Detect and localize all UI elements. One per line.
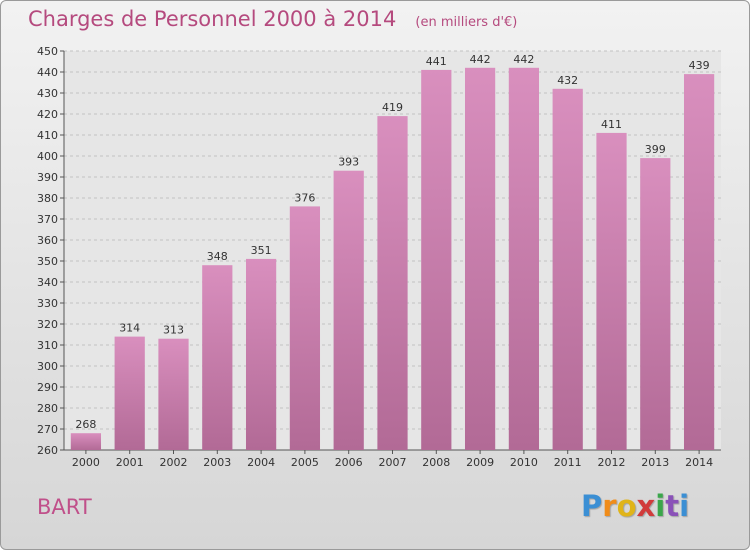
bar [552, 88, 583, 451]
y-tick-label: 400 [37, 150, 58, 163]
chart-subtitle: (en milliers d'€) [415, 15, 518, 30]
y-tick-label: 310 [37, 339, 58, 352]
y-tick-label: 410 [37, 129, 58, 142]
x-tick-label: 2010 [510, 456, 538, 469]
value-label: 393 [338, 156, 359, 169]
value-label: 314 [119, 322, 140, 335]
bar [377, 116, 408, 450]
y-tick-label: 350 [37, 255, 58, 268]
bar [508, 67, 540, 451]
value-label: 419 [382, 101, 403, 114]
bar [640, 158, 671, 450]
value-label: 313 [163, 324, 184, 337]
logo-letter: x [636, 489, 656, 523]
x-tick-label: 2012 [598, 456, 626, 469]
logo-letter: o [616, 489, 637, 523]
y-tick-label: 290 [37, 381, 58, 394]
title-block: Charges de Personnel 2000 à 2014 (en mil… [28, 7, 517, 31]
y-tick-label: 360 [37, 234, 58, 247]
value-label: 442 [513, 53, 534, 66]
logo-letter: i [679, 489, 690, 523]
value-label: 268 [75, 418, 96, 431]
bar [289, 206, 321, 450]
bar [683, 74, 715, 450]
x-tick-label: 2011 [554, 456, 582, 469]
bar [70, 433, 102, 450]
chart-title: Charges de Personnel 2000 à 2014 [28, 7, 397, 31]
logo-letter: t [665, 489, 680, 523]
value-label: 376 [294, 191, 315, 204]
y-tick-label: 420 [37, 108, 58, 121]
commune-name: BART [37, 495, 92, 519]
x-tick-label: 2002 [160, 456, 188, 469]
value-label: 411 [601, 118, 622, 131]
y-tick-label: 280 [37, 402, 58, 415]
y-tick-label: 440 [37, 66, 58, 79]
y-tick-label: 370 [37, 213, 58, 226]
bar [202, 265, 233, 450]
proxiti-logo: Proxiti [581, 489, 689, 523]
x-tick-label: 2006 [335, 456, 363, 469]
y-tick-label: 430 [37, 87, 58, 100]
y-tick-label: 330 [37, 297, 58, 310]
y-tick-label: 260 [37, 444, 58, 457]
x-tick-label: 2009 [466, 456, 494, 469]
value-label: 442 [470, 53, 491, 66]
x-tick-label: 2005 [291, 456, 319, 469]
value-label: 439 [689, 59, 710, 72]
y-tick-label: 380 [37, 192, 58, 205]
logo-letter: r [602, 489, 617, 523]
y-tick-label: 320 [37, 318, 58, 331]
bar [245, 258, 277, 450]
logo-letter: P [581, 489, 603, 523]
value-label: 351 [251, 244, 272, 257]
bar [333, 170, 364, 450]
y-tick-label: 300 [37, 360, 58, 373]
y-tick-label: 340 [37, 276, 58, 289]
x-tick-label: 2000 [72, 456, 100, 469]
x-tick-label: 2001 [116, 456, 144, 469]
value-label: 441 [426, 55, 447, 68]
x-tick-label: 2003 [203, 456, 231, 469]
x-tick-label: 2007 [379, 456, 407, 469]
value-label: 399 [645, 143, 666, 156]
x-tick-label: 2014 [685, 456, 713, 469]
x-tick-label: 2008 [422, 456, 450, 469]
bar [596, 132, 627, 450]
x-tick-label: 2013 [641, 456, 669, 469]
bar [158, 338, 189, 450]
bar [464, 67, 496, 451]
bar [114, 336, 145, 450]
bar [421, 69, 452, 451]
value-label: 432 [557, 74, 578, 87]
y-tick-label: 390 [37, 171, 58, 184]
y-tick-label: 450 [37, 45, 58, 58]
y-tick-label: 270 [37, 423, 58, 436]
logo-letter: i [655, 489, 666, 523]
value-label: 348 [207, 250, 228, 263]
x-tick-label: 2004 [247, 456, 275, 469]
